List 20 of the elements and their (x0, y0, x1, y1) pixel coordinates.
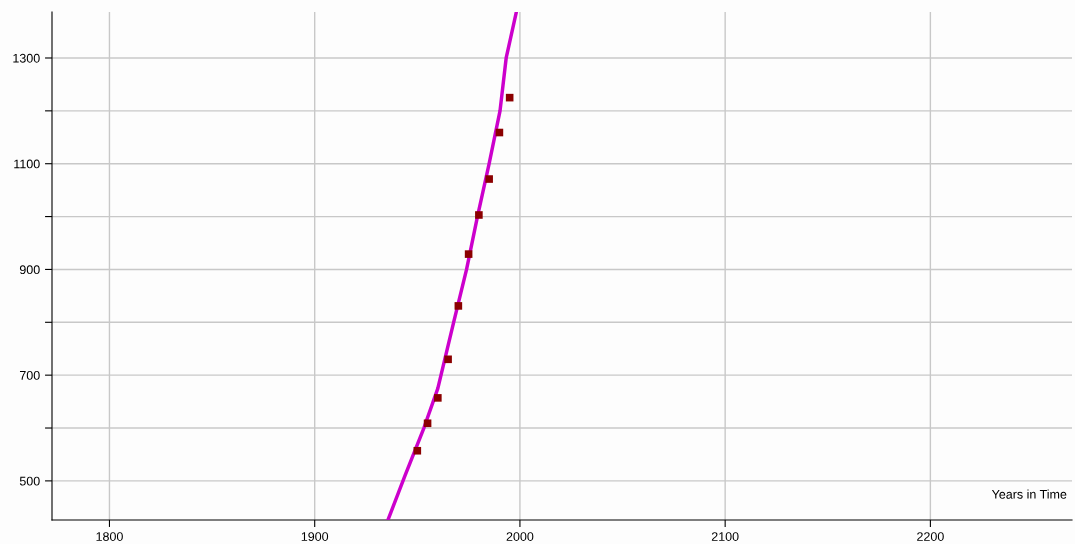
x-tick-label: 2200 (917, 532, 944, 541)
y-tick-label: 900 (19, 265, 40, 275)
x-tick-label: 1800 (96, 532, 123, 541)
x-tick-label: 2000 (506, 532, 534, 541)
x-axis-title: Years in Time (991, 489, 1067, 499)
point (413, 446, 422, 455)
point (434, 394, 442, 402)
x-tick-label: 2100 (711, 532, 739, 541)
point (444, 355, 452, 364)
y-tick-label: 1300 (13, 53, 40, 63)
point (423, 419, 432, 428)
y-tick-label: 1100 (14, 159, 40, 169)
line-series (386, 12, 518, 520)
point (454, 302, 463, 310)
y-tick-label: 700 (19, 370, 40, 380)
point (485, 175, 493, 183)
x-tick-label: 1900 (301, 532, 329, 541)
point (464, 250, 473, 258)
y-tick-label: 500 (19, 476, 40, 486)
point (475, 211, 483, 219)
